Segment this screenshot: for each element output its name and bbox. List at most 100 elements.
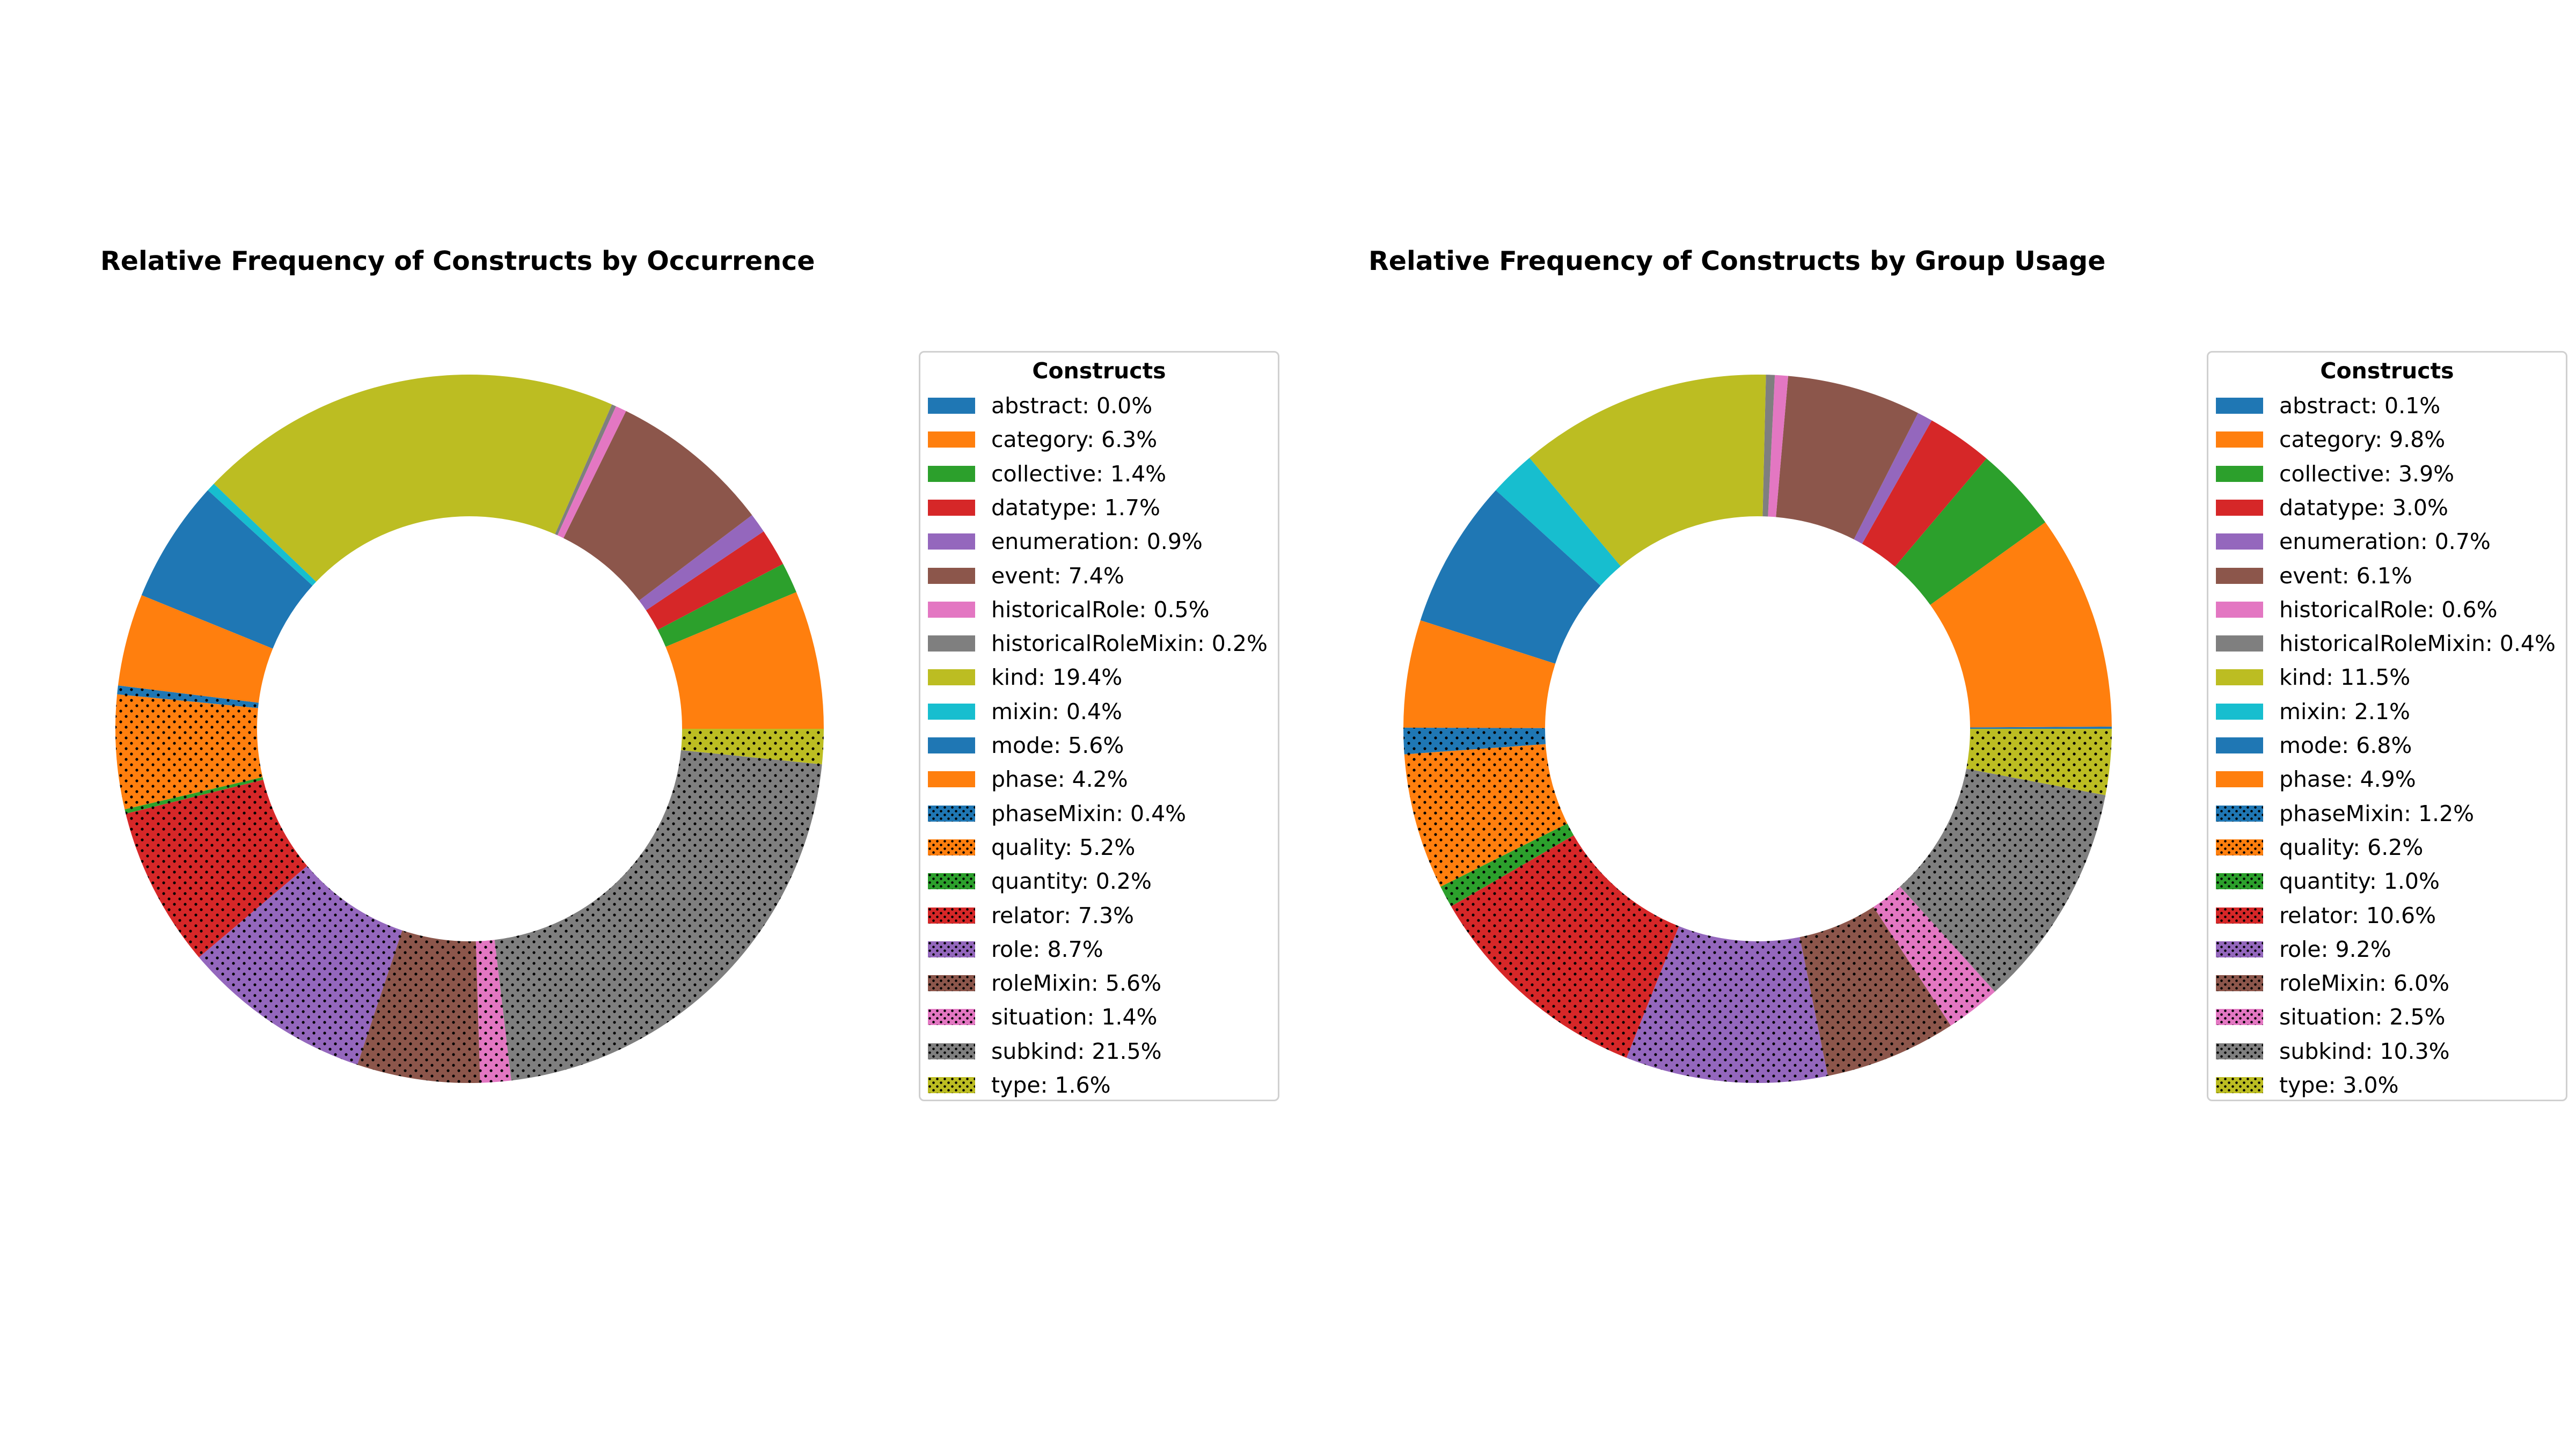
legend-item-quantity: quantity: 1.0%: [2208, 867, 2566, 900]
legend-label-collective: collective: 3.9%: [2279, 460, 2455, 487]
slice-subkind: [1900, 769, 2106, 992]
legend-item-relator: relator: 7.3%: [920, 901, 1278, 934]
legend-swatch-type: [928, 1077, 975, 1093]
occurrence-chart-panel: Relative Frequency of Constructs by Occu…: [100, 246, 1279, 1101]
slice-quality: [1404, 744, 1568, 887]
legend-item-kind: kind: 11.5%: [2208, 663, 2566, 696]
legend-item-subkind: subkind: 10.3%: [2208, 1037, 2566, 1070]
legend-item-historicalRole: historicalRole: 0.5%: [920, 595, 1278, 628]
legend-swatch-phaseMixin: [2216, 805, 2263, 822]
legend-item-category: category: 9.8%: [2208, 425, 2566, 458]
slice-role: [1626, 926, 1828, 1083]
legend-label-phase: phase: 4.9%: [2279, 766, 2416, 793]
slice-enumeration: [1854, 413, 1932, 544]
legend-label-historicalRoleMixin: historicalRoleMixin: 0.4%: [2279, 631, 2556, 657]
legend-label-historicalRole: historicalRole: 0.6%: [2279, 596, 2498, 623]
legend-label-historicalRole: historicalRole: 0.5%: [991, 596, 1210, 623]
legend-title: Constructs: [1032, 358, 1166, 384]
legend-label-relator: relator: 7.3%: [991, 902, 1134, 928]
legend-swatch-subkind: [928, 1043, 975, 1059]
legend-swatch-subkind: [2216, 1043, 2263, 1059]
slice-historicalRole: [557, 406, 626, 538]
legend-swatch-mode: [2216, 737, 2263, 753]
legend-label-roleMixin: roleMixin: 5.6%: [991, 970, 1162, 997]
slice-collective: [1894, 458, 2046, 605]
legend-swatch-roleMixin: [2216, 975, 2263, 992]
legend-label-relator: relator: 10.6%: [2279, 902, 2436, 928]
legend-label-mode: mode: 5.6%: [991, 733, 1124, 758]
legend-label-phase: phase: 4.2%: [991, 766, 1128, 793]
legend-item-situation: situation: 1.4%: [920, 1002, 1278, 1036]
legend-swatch-quantity: [2216, 873, 2263, 890]
legend-label-mixin: mixin: 2.1%: [2279, 698, 2410, 724]
legend-swatch-mixin: [928, 703, 975, 720]
legend-swatch-collective: [928, 465, 975, 482]
legend-swatch-phase: [2216, 771, 2263, 788]
legend-swatch-role: [928, 941, 975, 957]
slice-situation: [475, 940, 511, 1083]
legend-item-datatype: datatype: 1.7%: [920, 493, 1278, 526]
legend-item-quality: quality: 5.2%: [920, 833, 1278, 866]
legend-label-roleMixin: roleMixin: 6.0%: [2279, 970, 2450, 997]
slice-kind: [1529, 374, 1766, 567]
legend-swatch-quality: [928, 839, 975, 855]
legend-group-usage: Constructs abstract: 0.1% category: 9.8% c…: [2207, 351, 2567, 1101]
legend-swatch-kind: [2216, 669, 2263, 686]
slice-phaseMixin: [1403, 727, 1546, 755]
slice-quantity: [125, 777, 264, 814]
legend-item-datatype: datatype: 3.0%: [2208, 493, 2566, 526]
slice-phase: [118, 595, 273, 703]
legend-label-type: type: 1.6%: [991, 1072, 1111, 1098]
legend-swatch-historicalRoleMixin: [2216, 635, 2263, 652]
group-usage-chart-panel: Relative Frequency of Constructs by Grou…: [1288, 0, 2576, 1449]
legend-item-enumeration: enumeration: 0.9%: [920, 527, 1278, 560]
slice-event: [1776, 376, 1918, 539]
legend-swatch-roleMixin: [928, 975, 975, 992]
slice-quality: [115, 694, 263, 810]
legend-swatch-kind: [928, 669, 975, 686]
slice-historicalRoleMixin: [1762, 375, 1775, 517]
legend-label-event: event: 7.4%: [991, 562, 1124, 589]
legend-item-mixin: mixin: 2.1%: [2208, 697, 2566, 730]
legend-swatch-historicalRole: [2216, 601, 2263, 618]
legend-item-mixin: mixin: 0.4%: [920, 697, 1278, 730]
legend-swatch-situation: [2216, 1009, 2263, 1026]
legend-swatch-phase: [928, 771, 975, 788]
slice-mode: [141, 490, 313, 649]
legend-label-mixin: mixin: 0.4%: [991, 698, 1122, 724]
legend-label-quality: quality: 5.2%: [991, 834, 1136, 860]
legend-label-enumeration: enumeration: 0.9%: [991, 529, 1203, 555]
legend-swatch-relator: [2216, 907, 2263, 924]
legend-swatch-quantity: [928, 873, 975, 890]
slice-kind: [214, 375, 612, 582]
legend-swatch-collective: [2216, 465, 2263, 482]
legend-swatch-category: [928, 431, 975, 448]
legend-swatch-enumeration: [2216, 533, 2263, 550]
legend-item-role: role: 8.7%: [920, 935, 1278, 968]
legend-item-subkind: subkind: 21.5%: [920, 1037, 1278, 1070]
legend-item-historicalRoleMixin: historicalRoleMixin: 0.2%: [920, 629, 1278, 662]
legend-item-event: event: 7.4%: [920, 561, 1278, 595]
legend-label-kind: kind: 19.4%: [991, 664, 1123, 691]
slice-relator: [1451, 835, 1679, 1058]
donut-chart-occurrence: [115, 375, 824, 1083]
slice-roleMixin: [1799, 906, 1951, 1076]
slice-datatype: [1862, 420, 1987, 567]
legend-item-historicalRole: historicalRole: 0.6%: [2208, 595, 2566, 628]
legend-label-category: category: 6.3%: [991, 427, 1158, 453]
legend-title: Constructs: [2320, 358, 2454, 384]
legend-label-enumeration: enumeration: 0.7%: [2279, 529, 2491, 555]
legend-item-phase: phase: 4.9%: [2208, 765, 2566, 798]
slice-role: [199, 866, 402, 1065]
legend-swatch-mode: [928, 737, 975, 753]
legend-swatch-situation: [928, 1009, 975, 1026]
legend-item-abstract: abstract: 0.0%: [920, 391, 1278, 425]
legend-item-phaseMixin: phaseMixin: 1.2%: [2208, 799, 2566, 832]
legend-label-role: role: 9.2%: [2279, 936, 2391, 962]
legend-item-quality: quality: 6.2%: [2208, 833, 2566, 866]
legend-item-kind: kind: 19.4%: [920, 663, 1278, 696]
legend-label-situation: situation: 2.5%: [2279, 1004, 2446, 1030]
legend-swatch-event: [2216, 567, 2263, 584]
slice-mixin: [208, 484, 317, 586]
legend-swatch-historicalRoleMixin: [928, 635, 975, 652]
